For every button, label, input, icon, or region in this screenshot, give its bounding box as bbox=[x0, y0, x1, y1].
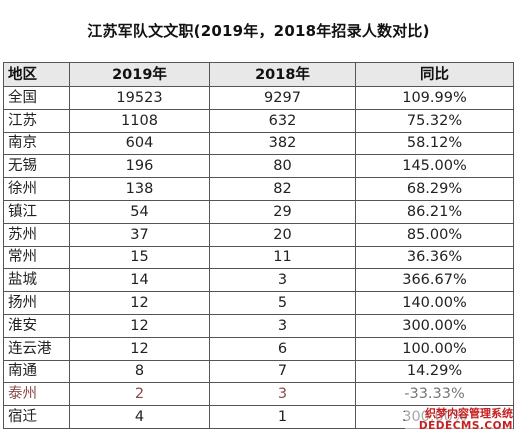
yoy-ratio-cell: 140.00% bbox=[355, 291, 514, 315]
table-row: 南通 8 7 14.29% bbox=[3, 359, 514, 384]
region-cell: 无锡 bbox=[3, 154, 70, 179]
value-2019-cell: 8 bbox=[69, 359, 210, 384]
value-2019-cell: 15 bbox=[69, 245, 210, 270]
column-header-yoy: 同比 bbox=[355, 62, 514, 87]
yoy-ratio-cell: 100.00% bbox=[355, 336, 514, 361]
table-row: 常州 15 11 36.36% bbox=[3, 245, 514, 270]
value-2019-cell: 12 bbox=[69, 336, 210, 361]
region-cell: 江苏 bbox=[3, 108, 70, 133]
table-row: 盐城 14 3 366.67% bbox=[3, 268, 514, 293]
value-2018-cell: 82 bbox=[209, 177, 356, 201]
value-2018-cell: 1 bbox=[209, 405, 356, 429]
region-cell: 盐城 bbox=[3, 268, 70, 293]
table-row: 苏州 37 20 85.00% bbox=[3, 222, 514, 247]
table-row: 镇江 54 29 86.21% bbox=[3, 199, 514, 224]
value-2019-cell: 12 bbox=[69, 291, 210, 315]
value-2018-cell: 29 bbox=[209, 199, 356, 224]
value-2018-cell: 6 bbox=[209, 336, 356, 361]
value-2018-cell: 3 bbox=[209, 313, 356, 338]
region-cell: 扬州 bbox=[3, 291, 70, 315]
yoy-ratio-cell: 300.00% bbox=[355, 405, 514, 429]
page-title: 江苏军队文文职(2019年，2018年招录人数对比) bbox=[87, 22, 430, 40]
region-cell: 宿迁 bbox=[3, 405, 70, 429]
table-row: 宿迁 4 1 300.00% bbox=[3, 405, 514, 429]
recruitment-table: 地区 2019年 2018年 同比 全国 19523 9297 109.99% 江苏 11… bbox=[3, 62, 514, 429]
value-2018-cell: 3 bbox=[209, 268, 356, 293]
table-row: 扬州 12 5 140.00% bbox=[3, 291, 514, 315]
region-cell: 泰州 bbox=[3, 382, 70, 407]
value-2019-cell: 1108 bbox=[69, 108, 210, 133]
region-cell: 全国 bbox=[3, 86, 70, 110]
column-header-2018: 2018年 bbox=[209, 62, 356, 87]
value-2018-cell: 20 bbox=[209, 222, 356, 247]
yoy-ratio-cell: 36.36% bbox=[355, 245, 514, 270]
yoy-ratio-cell: 85.00% bbox=[355, 222, 514, 247]
yoy-ratio-cell: 145.00% bbox=[355, 154, 514, 179]
value-2018-cell: 5 bbox=[209, 291, 356, 315]
region-cell: 南通 bbox=[3, 359, 70, 384]
value-2018-cell: 80 bbox=[209, 154, 356, 179]
value-2018-cell: 9297 bbox=[209, 86, 356, 110]
value-2018-cell: 382 bbox=[209, 131, 356, 156]
value-2019-cell: 54 bbox=[69, 199, 210, 224]
value-2018-cell: 3 bbox=[209, 382, 356, 407]
value-2019-cell: 37 bbox=[69, 222, 210, 247]
region-cell: 镇江 bbox=[3, 199, 70, 224]
yoy-ratio-cell: 75.32% bbox=[355, 108, 514, 133]
value-2019-cell: 196 bbox=[69, 154, 210, 179]
value-2018-cell: 11 bbox=[209, 245, 356, 270]
yoy-ratio-cell: 366.67% bbox=[355, 268, 514, 293]
region-cell: 连云港 bbox=[3, 336, 70, 361]
value-2019-cell: 2 bbox=[69, 382, 210, 407]
table-body: 全国 19523 9297 109.99% 江苏 1108 632 75.32% 南京 604 38… bbox=[3, 86, 514, 429]
yoy-ratio-cell: 68.29% bbox=[355, 177, 514, 201]
table-row: 淮安 12 3 300.00% bbox=[3, 313, 514, 338]
table-row: 徐州 138 82 68.29% bbox=[3, 177, 514, 201]
region-cell: 苏州 bbox=[3, 222, 70, 247]
value-2018-cell: 632 bbox=[209, 108, 356, 133]
region-cell: 南京 bbox=[3, 131, 70, 156]
yoy-ratio-cell: 14.29% bbox=[355, 359, 514, 384]
value-2019-cell: 14 bbox=[69, 268, 210, 293]
value-2019-cell: 604 bbox=[69, 131, 210, 156]
yoy-ratio-cell: -33.33% bbox=[355, 382, 514, 407]
table-row: 泰州 2 3 -33.33% bbox=[3, 382, 514, 407]
region-cell: 徐州 bbox=[3, 177, 70, 201]
region-cell: 常州 bbox=[3, 245, 70, 270]
table-row: 全国 19523 9297 109.99% bbox=[3, 86, 514, 110]
table-row: 江苏 1108 632 75.32% bbox=[3, 108, 514, 133]
column-header-region: 地区 bbox=[3, 62, 70, 87]
table-row: 南京 604 382 58.12% bbox=[3, 131, 514, 156]
column-header-2019: 2019年 bbox=[69, 62, 210, 87]
value-2018-cell: 7 bbox=[209, 359, 356, 384]
value-2019-cell: 138 bbox=[69, 177, 210, 201]
table-row: 无锡 196 80 145.00% bbox=[3, 154, 514, 179]
yoy-ratio-cell: 300.00% bbox=[355, 313, 514, 338]
value-2019-cell: 12 bbox=[69, 313, 210, 338]
yoy-ratio-cell: 109.99% bbox=[355, 86, 514, 110]
table-header-row: 地区 2019年 2018年 同比 bbox=[3, 62, 514, 87]
yoy-ratio-cell: 86.21% bbox=[355, 199, 514, 224]
value-2019-cell: 4 bbox=[69, 405, 210, 429]
value-2019-cell: 19523 bbox=[69, 86, 210, 110]
table-row: 连云港 12 6 100.00% bbox=[3, 336, 514, 361]
region-cell: 淮安 bbox=[3, 313, 70, 338]
yoy-ratio-cell: 58.12% bbox=[355, 131, 514, 156]
